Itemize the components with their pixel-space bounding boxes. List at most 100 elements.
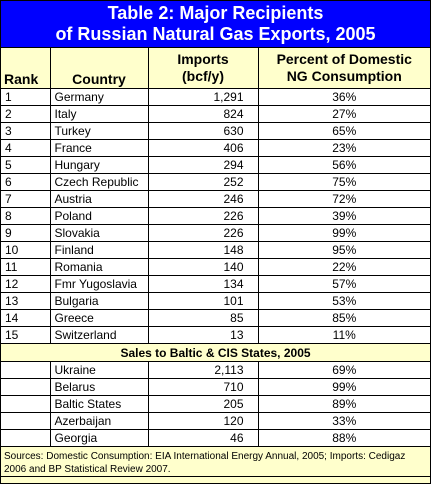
cis-rows: Ukraine 2,113 69% Belarus 710 99% Baltic State… xyxy=(1,361,430,447)
cell-imports: 85 xyxy=(147,309,259,327)
cell-pct: 99% xyxy=(257,378,430,396)
cell-country: Switzerland xyxy=(49,326,149,344)
cell-pct: 99% xyxy=(257,224,430,242)
cell-country: Turkey xyxy=(49,122,149,140)
cell-country: France xyxy=(49,139,149,157)
cell-rank-empty xyxy=(1,412,51,430)
cell-rank: 13 xyxy=(1,292,51,310)
cell-rank: 12 xyxy=(1,275,51,293)
table-row: Baltic States 205 89% xyxy=(1,395,430,413)
cell-country: Greece xyxy=(49,309,149,327)
cell-rank: 2 xyxy=(1,105,51,123)
cell-country: Fmr Yugoslavia xyxy=(49,275,149,293)
cell-pct: 85% xyxy=(257,309,430,327)
cell-imports: 120 xyxy=(147,412,259,430)
cell-pct: 11% xyxy=(257,326,430,344)
cell-country: Czech Republic xyxy=(49,173,149,191)
cell-imports: 406 xyxy=(147,139,259,157)
cell-country: Baltic States xyxy=(49,395,149,413)
cell-rank-empty xyxy=(1,361,51,379)
table-row: Azerbaijan 120 33% xyxy=(1,412,430,430)
cell-country: Georgia xyxy=(49,429,149,447)
section-header-row: Sales to Baltic & CIS States, 2005 xyxy=(1,343,430,362)
table-row: 4 France 406 23% xyxy=(1,139,430,157)
header-imports: Imports (bcf/y) xyxy=(147,48,259,89)
header-imports-line1: Imports xyxy=(177,51,229,67)
cell-country: Romania xyxy=(49,258,149,276)
table-row: 10 Finland 148 95% xyxy=(1,241,430,259)
cell-imports: 1,291 xyxy=(147,88,259,106)
header-pct-line2: NG Consumption xyxy=(286,68,402,84)
header-row: Rank Country Imports (bcf/y) Percent of … xyxy=(1,48,430,89)
recipients-table: Rank Country Imports (bcf/y) Percent of … xyxy=(1,48,430,477)
cell-rank: 14 xyxy=(1,309,51,327)
cell-imports: 101 xyxy=(147,292,259,310)
cell-pct: 72% xyxy=(257,190,430,208)
cell-pct: 22% xyxy=(257,258,430,276)
table-row: 7 Austria 246 72% xyxy=(1,190,430,208)
cell-rank-empty xyxy=(1,378,51,396)
cell-country: Ukraine xyxy=(49,361,149,379)
cell-pct: 88% xyxy=(257,429,430,447)
table-title: Table 2: Major Recipients of Russian Nat… xyxy=(1,1,430,48)
table-row: 6 Czech Republic 252 75% xyxy=(1,173,430,191)
main-rows: 1 Germany 1,291 36% 2 Italy 824 27% 3 Turkey 630 65… xyxy=(1,88,430,344)
cell-country: Poland xyxy=(49,207,149,225)
cell-pct: 27% xyxy=(257,105,430,123)
table-row: 1 Germany 1,291 36% xyxy=(1,88,430,106)
cell-imports: 205 xyxy=(147,395,259,413)
table-row: 8 Poland 226 39% xyxy=(1,207,430,225)
table-row: Belarus 710 99% xyxy=(1,378,430,396)
cell-rank-empty xyxy=(1,429,51,447)
cell-country: Hungary xyxy=(49,156,149,174)
cell-imports: 226 xyxy=(147,207,259,225)
table-row: 2 Italy 824 27% xyxy=(1,105,430,123)
cell-country: Bulgaria xyxy=(49,292,149,310)
table-row: 14 Greece 85 85% xyxy=(1,309,430,327)
cell-rank: 10 xyxy=(1,241,51,259)
table-row: 3 Turkey 630 65% xyxy=(1,122,430,140)
header-country: Country xyxy=(49,48,149,89)
cell-imports: 2,113 xyxy=(147,361,259,379)
cell-imports: 148 xyxy=(147,241,259,259)
cell-imports: 13 xyxy=(147,326,259,344)
section-title: Sales to Baltic & CIS States, 2005 xyxy=(1,343,430,362)
table-row: 9 Slovakia 226 99% xyxy=(1,224,430,242)
cell-rank: 6 xyxy=(1,173,51,191)
cell-pct: 69% xyxy=(257,361,430,379)
cell-imports: 710 xyxy=(147,378,259,396)
cell-pct: 57% xyxy=(257,275,430,293)
cell-imports: 226 xyxy=(147,224,259,242)
title-line-2: of Russian Natural Gas Exports, 2005 xyxy=(55,24,376,44)
cell-rank: 8 xyxy=(1,207,51,225)
cell-pct: 23% xyxy=(257,139,430,157)
cell-imports: 134 xyxy=(147,275,259,293)
table-row: 12 Fmr Yugoslavia 134 57% xyxy=(1,275,430,293)
cell-pct: 36% xyxy=(257,88,430,106)
cell-pct: 53% xyxy=(257,292,430,310)
cell-country: Finland xyxy=(49,241,149,259)
cell-pct: 33% xyxy=(257,412,430,430)
cell-imports: 824 xyxy=(147,105,259,123)
cell-rank: 3 xyxy=(1,122,51,140)
cell-pct: 89% xyxy=(257,395,430,413)
table-row: 15 Switzerland 13 11% xyxy=(1,326,430,344)
cell-imports: 46 xyxy=(147,429,259,447)
cell-rank: 11 xyxy=(1,258,51,276)
cell-imports: 252 xyxy=(147,173,259,191)
cell-imports: 630 xyxy=(147,122,259,140)
cell-rank: 9 xyxy=(1,224,51,242)
cell-country: Belarus xyxy=(49,378,149,396)
cell-imports: 140 xyxy=(147,258,259,276)
cell-rank: 15 xyxy=(1,326,51,344)
cell-country: Slovakia xyxy=(49,224,149,242)
table-row: 5 Hungary 294 56% xyxy=(1,156,430,174)
cell-pct: 75% xyxy=(257,173,430,191)
table-row: 11 Romania 140 22% xyxy=(1,258,430,276)
cell-imports: 294 xyxy=(147,156,259,174)
cell-pct: 39% xyxy=(257,207,430,225)
header-imports-line2: (bcf/y) xyxy=(182,68,224,84)
header-rank: Rank xyxy=(1,48,51,89)
cell-rank: 4 xyxy=(1,139,51,157)
